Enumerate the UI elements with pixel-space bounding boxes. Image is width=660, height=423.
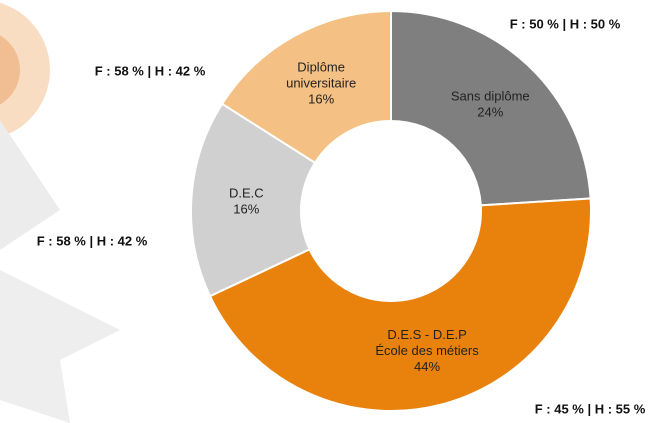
annotation: F : 58 % | H : 42 % [95, 63, 206, 78]
value-label: 44% [414, 359, 440, 374]
annotation: F : 50 % | H : 50 % [510, 16, 621, 31]
annotation: F : 58 % | H : 42 % [37, 233, 148, 248]
slice-label: Diplôme [297, 59, 345, 74]
slice-label: universitaire [286, 75, 356, 90]
slice-label: Sans diplôme [451, 89, 530, 104]
slice-label: D.E.C [229, 185, 264, 200]
value-label: 24% [477, 105, 503, 120]
value-label: 16% [308, 91, 334, 106]
value-label: 16% [233, 201, 259, 216]
slice-label: D.E.S - D.E.P [387, 327, 466, 342]
chart: Sans diplôme24% D.E.S - D.E.PÉcole des mé… [0, 0, 660, 423]
annotation: F : 45 % | H : 55 % [535, 401, 646, 416]
slice-label: École des métiers [375, 343, 479, 358]
